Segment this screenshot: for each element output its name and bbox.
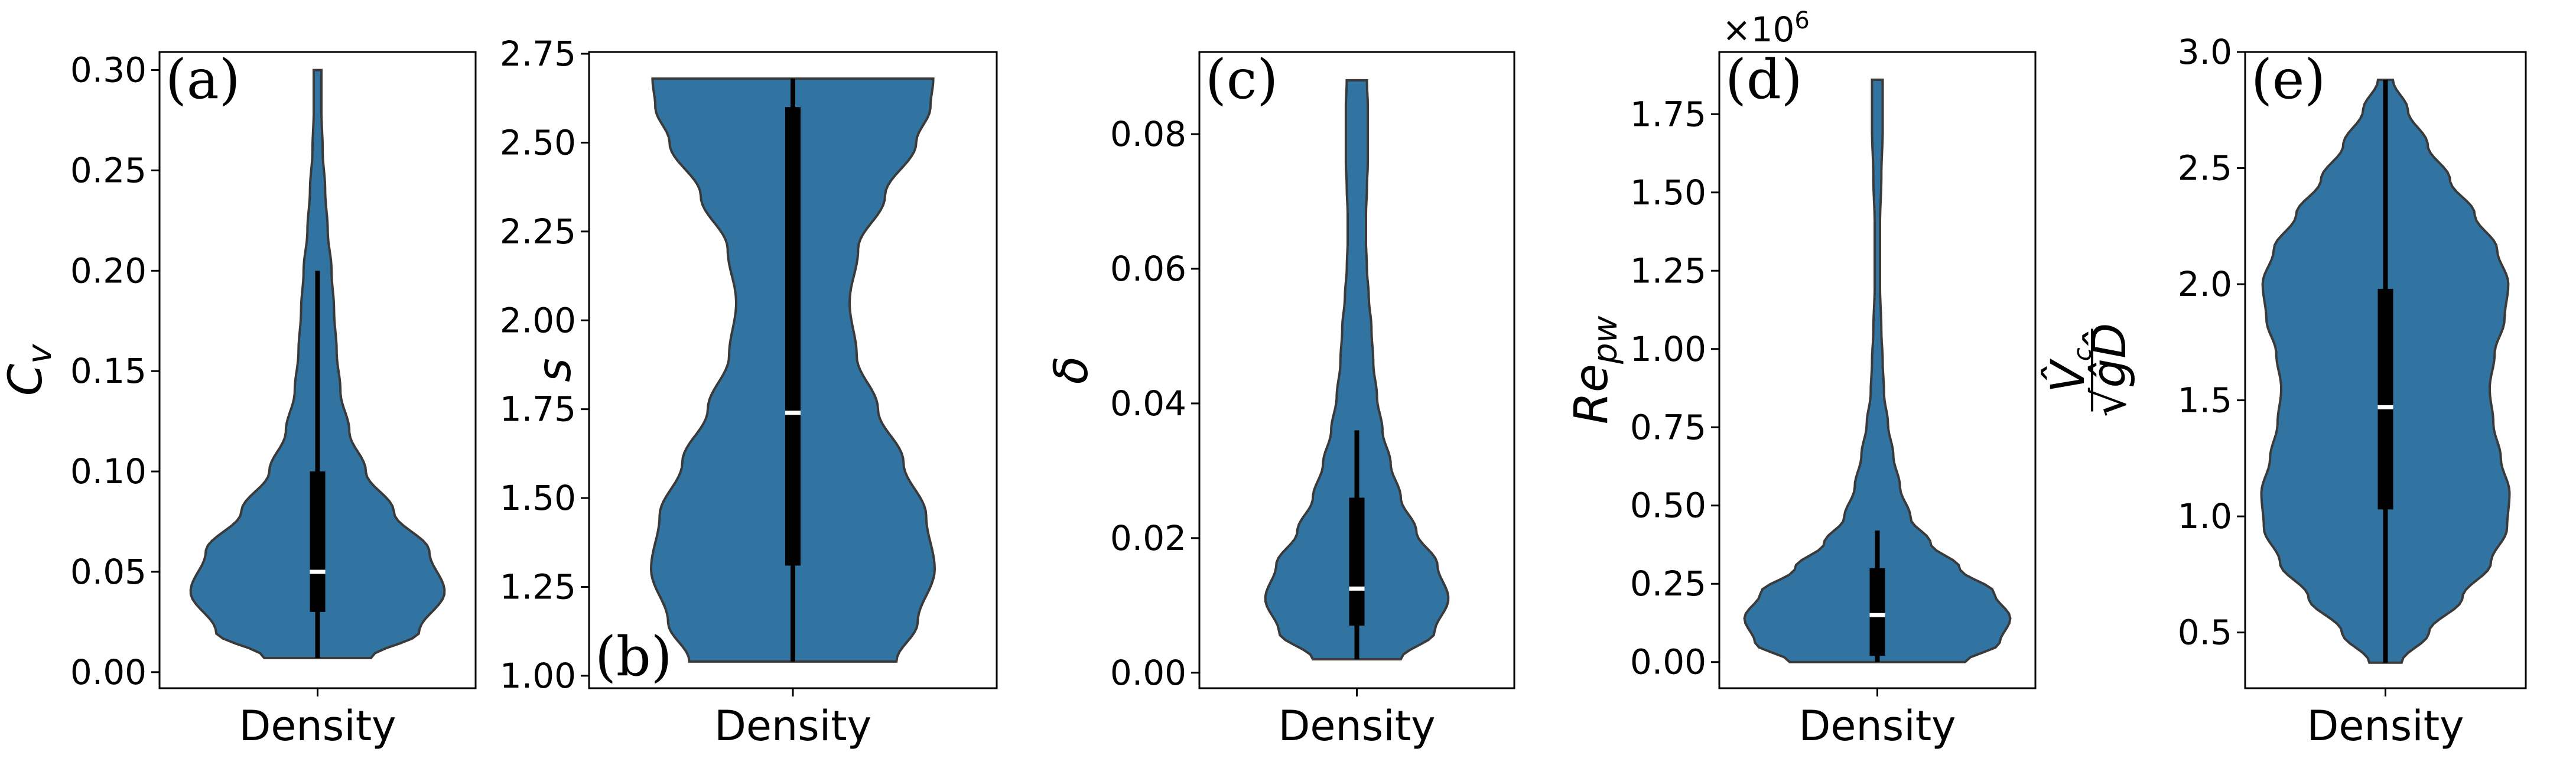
- y-tick-label: 0.15: [70, 351, 147, 391]
- iqr-box: [785, 107, 801, 566]
- y-tick-label: 1.00: [1630, 329, 1706, 369]
- y-tick-label: 2.75: [500, 34, 576, 74]
- violin-body: [1264, 79, 1450, 660]
- panel-1: 0.00 0.05 0.10 0.15 0.20 0.25 0.30 Density (a) Cv: [0, 48, 477, 750]
- y-tick-label: 0.08: [1110, 114, 1186, 154]
- panel-label: (e): [2251, 48, 2325, 111]
- exponent-base: ×10: [1722, 9, 1794, 50]
- exponent-power: 6: [1794, 7, 1809, 34]
- y-tick-label: 1.25: [1630, 250, 1706, 291]
- y-tick-label: 1.25: [500, 567, 576, 607]
- x-tick-label: Density: [2307, 702, 2464, 750]
- panel-label: (a): [165, 48, 240, 111]
- y-tick-label: 1.50: [500, 478, 576, 518]
- y-tick-label: 0.30: [70, 50, 147, 90]
- y-tick-label: 2.50: [500, 122, 576, 162]
- y-tick-label: 0.10: [70, 451, 147, 491]
- y-axis-label-text: Repw: [1565, 316, 1625, 425]
- y-tick-label: 0.25: [1630, 564, 1706, 604]
- iqr-box: [1349, 497, 1365, 626]
- y-tick-label: 0.05: [70, 552, 147, 592]
- panel-label: (c): [1205, 48, 1278, 111]
- iqr-box: [310, 471, 326, 612]
- panel-2: 1.00 1.25 1.50 1.75 2.00 2.25 2.50 2.75 Density (…: [500, 34, 998, 750]
- y-tick-label: 2.0: [2178, 264, 2232, 304]
- y-tick-label: 0.75: [1630, 407, 1706, 447]
- panel-label: (d): [1725, 48, 1803, 111]
- x-tick-label: Density: [239, 702, 396, 750]
- y-tick-label: 1.5: [2178, 380, 2232, 421]
- y-axis-label-text: δ: [1045, 356, 1098, 385]
- y-tick-label: 2.25: [500, 211, 576, 252]
- panel-label: (b): [595, 625, 672, 688]
- y-tick-label: 1.0: [2178, 496, 2232, 536]
- y-tick-label: 0.00: [1110, 653, 1186, 693]
- y-tick-label: 0.00: [1630, 642, 1706, 682]
- panel-4: 0.00 0.25 0.50 0.75 1.00 1.25 1.50 1.75 Density (…: [1565, 7, 2037, 750]
- y-axis-label: V̂c√ĝD̂: [2041, 323, 2136, 417]
- y-tick-label: 0.04: [1110, 383, 1186, 424]
- y-axis-label: Repw: [1565, 316, 1625, 425]
- violin-body: [1743, 79, 2012, 663]
- y-axis-label: s: [528, 358, 581, 382]
- y-tick-label: 0.06: [1110, 249, 1186, 289]
- panel-5: 0.5 1.0 1.5 2.0 2.5 3.0 Density (e) V̂c√ĝD̂: [2041, 32, 2527, 750]
- axis-exponent: ×106: [1722, 7, 1810, 50]
- fraction-denominator: √ĝD̂: [2083, 323, 2136, 417]
- y-tick-label: 0.20: [70, 250, 147, 291]
- fraction-numerator: V̂c: [2041, 347, 2097, 392]
- y-axis-label: Cv: [0, 344, 59, 396]
- y-tick-label: 2.00: [500, 300, 576, 340]
- y-tick-label: 0.5: [2178, 613, 2232, 653]
- y-tick-label: 2.5: [2178, 148, 2232, 188]
- y-axis-label-text: Cv: [0, 344, 59, 396]
- y-axis-fraction: V̂c√ĝD̂: [2041, 323, 2136, 417]
- y-tick-label: 1.00: [500, 656, 576, 696]
- x-tick-label: Density: [714, 702, 871, 750]
- y-tick-label: 1.50: [1630, 172, 1706, 213]
- panel-3: 0.00 0.02 0.04 0.06 0.08 Density (c) δ: [1045, 48, 1515, 750]
- iqr-box: [2377, 288, 2393, 510]
- y-tick-label: 1.75: [1630, 94, 1706, 134]
- y-tick-label: 0.00: [70, 652, 147, 692]
- y-tick-label: 0.50: [1630, 486, 1706, 526]
- x-tick-label: Density: [1278, 702, 1435, 750]
- y-tick-label: 3.0: [2178, 32, 2232, 72]
- y-tick-label: 0.02: [1110, 518, 1186, 558]
- y-axis-label-text: s: [528, 358, 581, 382]
- y-tick-label: 0.25: [70, 150, 147, 190]
- iqr-box: [1869, 568, 1885, 656]
- y-axis-label: δ: [1045, 356, 1098, 385]
- x-tick-label: Density: [1798, 702, 1956, 750]
- y-tick-label: 1.75: [500, 389, 576, 429]
